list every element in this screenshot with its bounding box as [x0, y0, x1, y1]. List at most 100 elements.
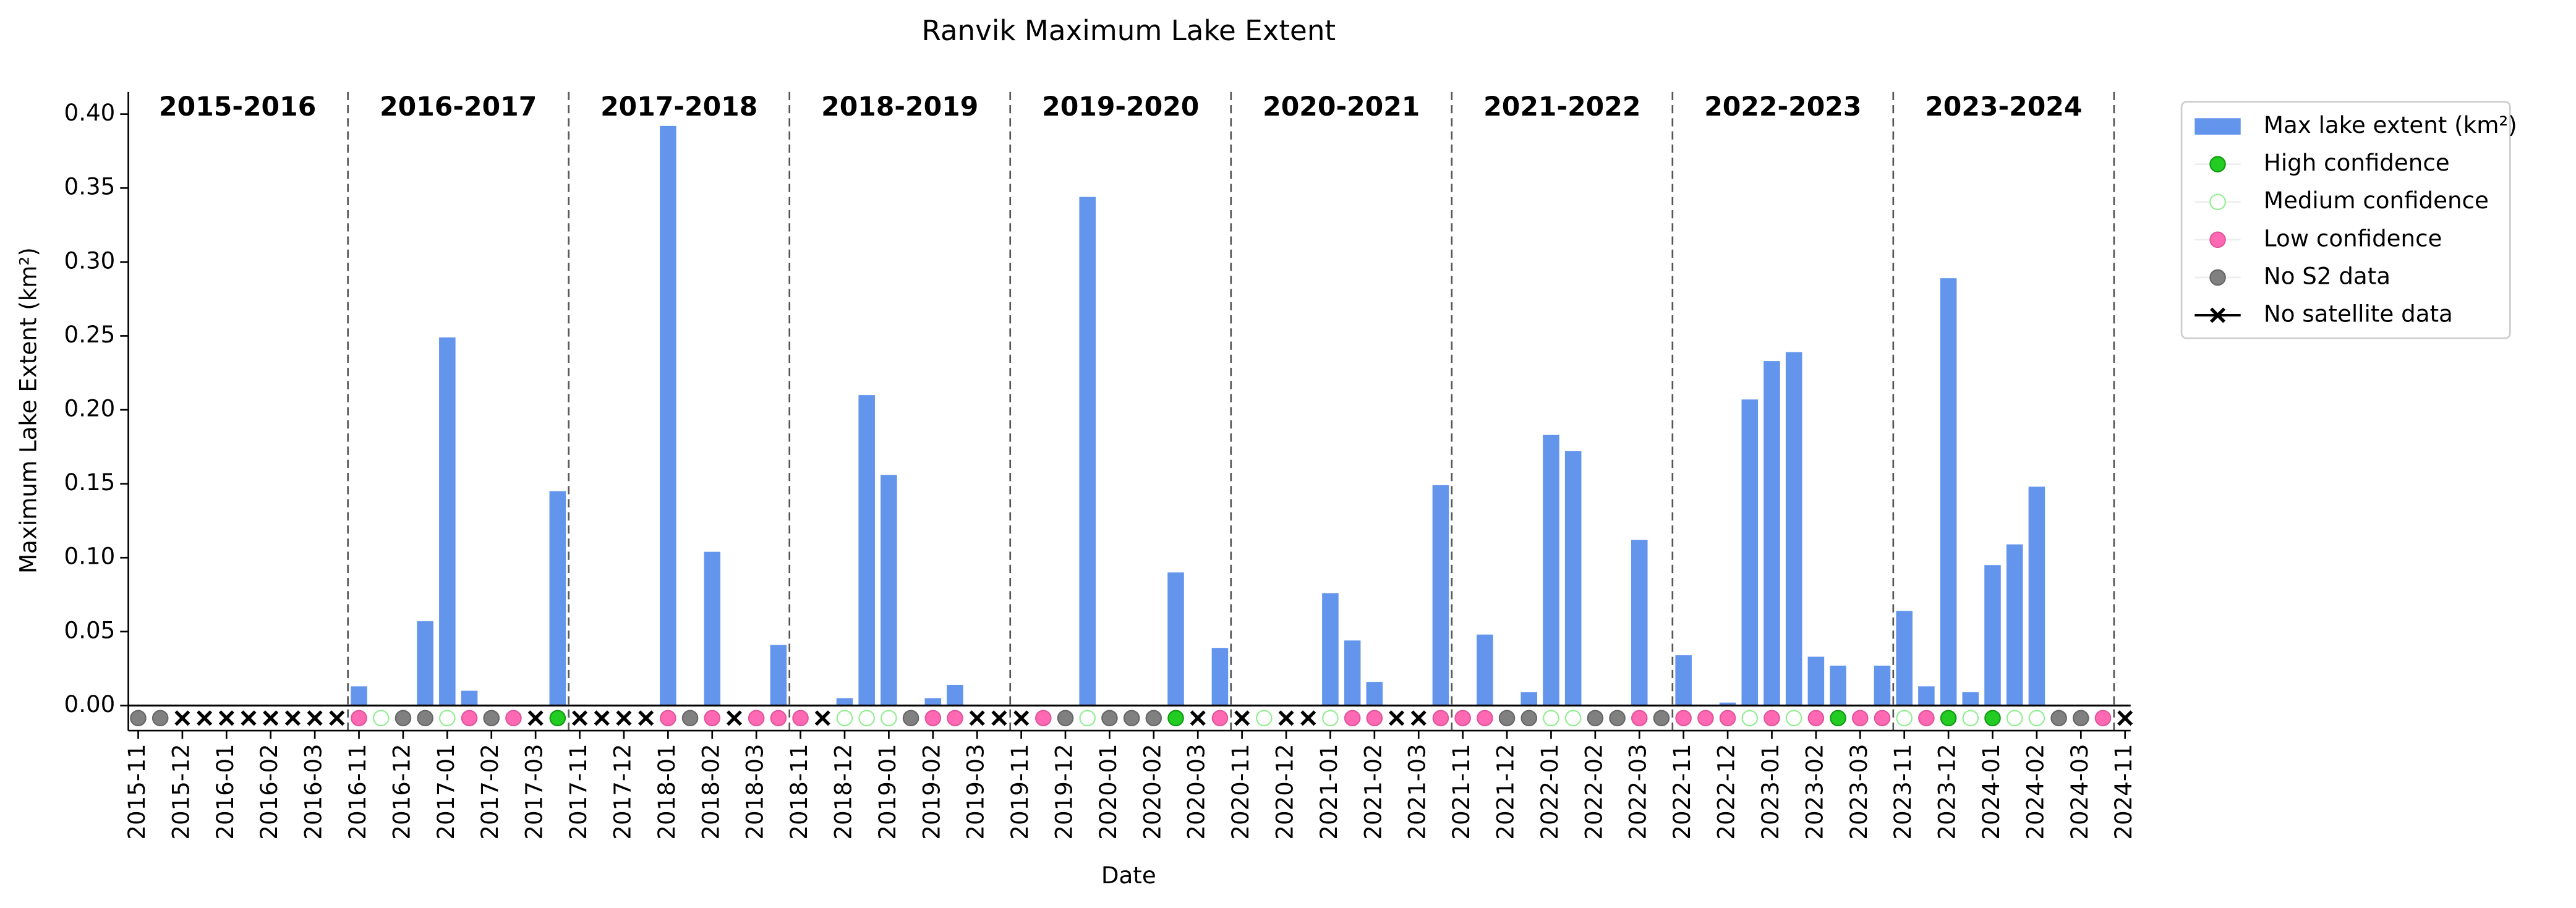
x-tick-label: 2021-03	[1404, 744, 1431, 839]
status-marker	[372, 710, 390, 727]
x-tick-label: 2022-03	[1624, 744, 1652, 839]
bar	[1719, 702, 1736, 706]
x-tick-label: 2015-12	[167, 744, 194, 839]
x-tick-label: 2021-11	[1448, 744, 1475, 839]
status-marker	[351, 710, 367, 727]
bar	[417, 621, 433, 706]
bar	[1344, 640, 1361, 706]
status-marker	[836, 710, 853, 727]
x-tick-label: 2016-03	[300, 744, 327, 839]
status-marker	[417, 710, 433, 727]
season-label: 2017-2018	[600, 92, 757, 122]
status-marker	[572, 710, 588, 726]
bar	[1432, 485, 1449, 706]
status-marker	[151, 710, 169, 727]
status-marker	[2117, 710, 2133, 726]
status-marker	[726, 710, 742, 726]
status-marker	[1211, 710, 1229, 727]
y-tick-label: 0.15	[64, 469, 116, 496]
status-marker	[1653, 710, 1670, 727]
y-tick-label: 0.35	[64, 173, 116, 200]
status-marker	[439, 710, 456, 727]
legend-label: Max lake extent (km²)	[2264, 111, 2517, 138]
x-tick-label: 2022-02	[1580, 744, 1607, 839]
status-marker	[218, 710, 234, 726]
y-tick-label: 0.05	[64, 616, 116, 643]
season-label: 2020-2021	[1263, 92, 1420, 122]
status-marker	[1719, 710, 1736, 727]
status-marker	[395, 710, 412, 727]
x-tick-label: 2018-11	[785, 744, 812, 839]
x-tick-label: 2021-12	[1492, 744, 1519, 839]
status-marker	[1785, 710, 1802, 727]
bar	[1984, 565, 2001, 706]
bar	[1874, 665, 1891, 706]
x-tick-label: 2019-02	[918, 744, 945, 839]
status-marker	[1167, 710, 1184, 727]
status-marker	[881, 710, 897, 727]
status-marker	[284, 710, 301, 726]
legend-box	[2180, 101, 2511, 339]
status-marker	[1366, 710, 1383, 727]
status-marker	[1013, 710, 1030, 726]
x-tick-label: 2019-03	[962, 744, 989, 839]
status-marker	[2050, 710, 2067, 727]
x-tick-label: 2023-11	[1889, 744, 1916, 839]
status-marker	[1631, 710, 1648, 727]
bar	[2006, 544, 2023, 706]
legend-marker	[2209, 156, 2226, 172]
status-marker	[2094, 710, 2112, 727]
x-tick-label: 2020-02	[1138, 744, 1166, 839]
bar	[1366, 682, 1383, 706]
bar	[351, 686, 367, 706]
status-marker	[1278, 710, 1294, 726]
legend-label: No S2 data	[2264, 262, 2390, 289]
status-marker	[792, 710, 809, 727]
y-tick-label: 0.00	[64, 690, 116, 718]
status-marker	[1697, 710, 1714, 727]
season-label: 2023-2024	[1925, 92, 2082, 122]
x-tick-label: 2022-11	[1668, 744, 1695, 839]
status-marker	[130, 710, 147, 727]
status-marker	[307, 710, 323, 726]
status-marker	[1587, 710, 1604, 727]
bar	[439, 337, 456, 706]
status-marker	[1764, 710, 1780, 727]
status-marker	[1520, 710, 1538, 727]
x-tick-label: 2024-01	[1977, 744, 2005, 839]
status-marker	[1101, 710, 1118, 727]
status-marker	[2028, 710, 2045, 727]
season-label: 2018-2019	[821, 92, 978, 122]
status-marker	[1807, 710, 1825, 727]
status-marker	[461, 710, 478, 727]
legend-label: High confidence	[2264, 149, 2450, 176]
status-marker	[1300, 710, 1316, 726]
x-tick-label: 2023-12	[1934, 744, 1961, 839]
bar	[858, 395, 875, 706]
season-label: 2021-2022	[1483, 92, 1640, 122]
x-tick-label: 2024-11	[2110, 744, 2137, 839]
bar	[1764, 361, 1780, 706]
status-marker	[1432, 710, 1449, 727]
status-marker	[770, 710, 787, 727]
x-tick-label: 2022-12	[1713, 744, 1740, 839]
x-tick-label: 2018-01	[653, 744, 680, 839]
status-marker	[1741, 710, 1759, 727]
x-tick-label: 2020-11	[1227, 744, 1254, 839]
status-marker	[1123, 710, 1140, 727]
status-marker	[1564, 710, 1582, 727]
x-tick-label: 2018-02	[697, 744, 724, 839]
y-tick-label: 0.20	[64, 395, 116, 422]
y-axis-label: Maximum Lake Extent (km²)	[15, 247, 42, 574]
bar	[1167, 572, 1184, 706]
bar	[1477, 634, 1493, 706]
status-marker	[1256, 710, 1273, 727]
x-tick-label: 2024-03	[2066, 744, 2093, 839]
bar	[947, 684, 963, 706]
status-marker	[549, 710, 566, 727]
x-tick-label: 2017-11	[565, 744, 592, 839]
bar	[1896, 611, 1913, 706]
status-marker	[594, 710, 610, 726]
season-label: 2019-2020	[1042, 92, 1199, 122]
